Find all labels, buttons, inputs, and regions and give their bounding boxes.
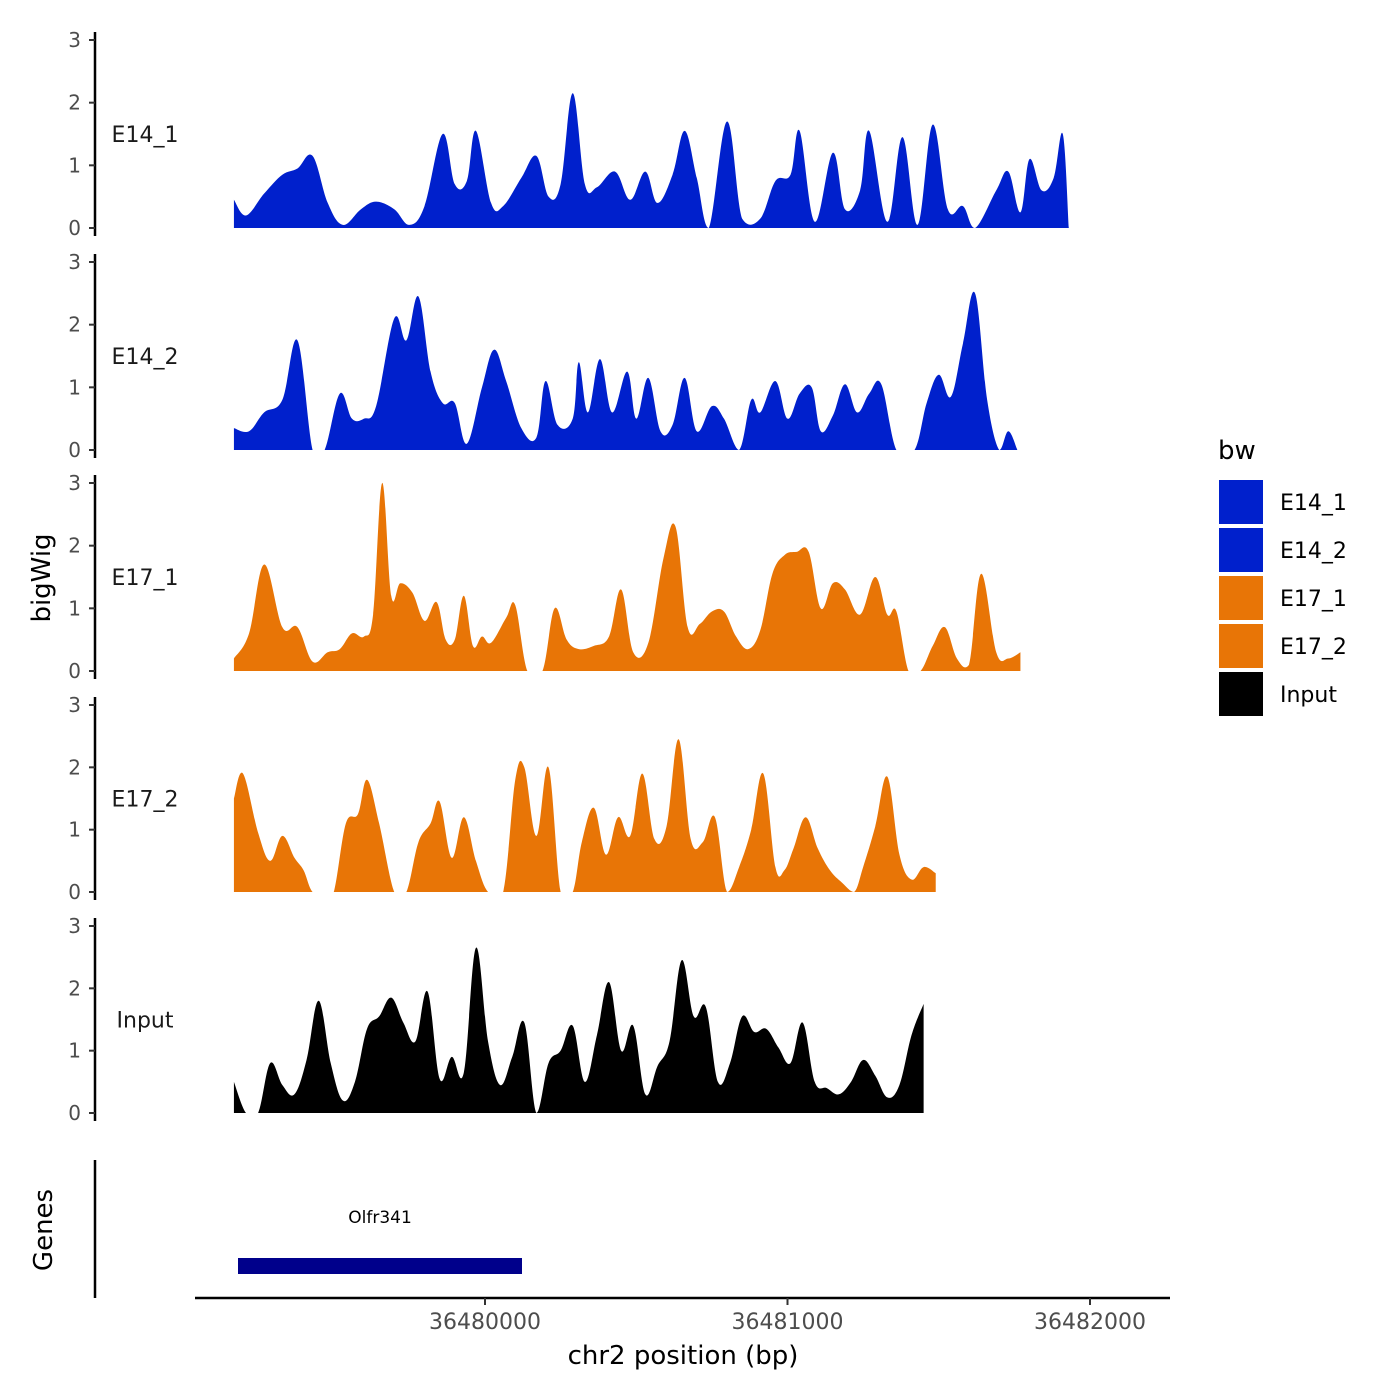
legend-label: Input <box>1280 683 1337 708</box>
signal-area <box>233 93 1069 229</box>
track-label: E17_1 <box>112 566 179 591</box>
y-tick-label: 3 <box>68 250 81 274</box>
gene-track-label: Genes <box>29 1189 59 1271</box>
track-input: 0 1 2 3 Input <box>68 914 924 1125</box>
x-axis: 36480000 36481000 36482000 <box>195 1296 1170 1335</box>
y-tick-label: 1 <box>68 818 81 842</box>
legend-label: E17_1 <box>1280 587 1347 612</box>
legend-swatch <box>1219 576 1263 620</box>
y-tick-label: 0 <box>68 216 81 240</box>
y-tick-label: 3 <box>68 471 81 495</box>
track-label: Input <box>117 1009 174 1034</box>
y-tick-label: 1 <box>68 153 81 177</box>
y-tick-label: 1 <box>68 596 81 620</box>
legend-label: E17_2 <box>1280 635 1347 660</box>
y-tick-label: 3 <box>68 28 81 52</box>
y-tick-label: 2 <box>68 91 81 115</box>
tracks: 0 1 2 3 E14_1 0 1 2 3 E14_2 0 1 2 3 E17_1 0 1 2 3 E17_2 0 1 2 3… <box>68 28 1069 1125</box>
y-tick-label: 1 <box>68 1039 81 1063</box>
signal-area <box>233 291 1018 450</box>
legend-swatch <box>1219 672 1263 716</box>
track-e17-2: 0 1 2 3 E17_2 <box>68 693 936 904</box>
x-tick-label: 36480000 <box>429 1310 541 1335</box>
y-tick-label: 0 <box>68 880 81 904</box>
signal-area <box>233 739 936 892</box>
legend-swatch <box>1219 480 1263 524</box>
gene-body <box>238 1258 522 1274</box>
y-tick-label: 0 <box>68 1101 81 1125</box>
legend-label: E14_2 <box>1280 539 1347 564</box>
x-axis-label: chr2 position (bp) <box>568 1341 799 1371</box>
y-tick-label: 3 <box>68 914 81 938</box>
gene-track: Genes Olfr341 <box>29 1160 522 1298</box>
y-tick-label: 1 <box>68 375 81 399</box>
legend-title: bw <box>1218 436 1256 466</box>
legend: bw E14_1 E14_2 E17_1 E17_2 Input <box>1218 436 1347 716</box>
signal-area <box>233 947 924 1113</box>
track-label: E17_2 <box>112 788 179 813</box>
legend-swatch <box>1219 528 1263 572</box>
track-label: E14_1 <box>112 123 179 148</box>
signal-area <box>233 482 1021 671</box>
x-tick-label: 36482000 <box>1034 1310 1146 1335</box>
x-tick-label: 36481000 <box>732 1310 844 1335</box>
y-tick-label: 3 <box>68 693 81 717</box>
y-tick-label: 2 <box>68 976 81 1000</box>
y-tick-label: 0 <box>68 659 81 683</box>
legend-swatch <box>1219 624 1263 668</box>
y-tick-label: 2 <box>68 755 81 779</box>
track-e17-1: 0 1 2 3 E17_1 <box>68 471 1021 683</box>
y-axis-label: bigWig <box>27 533 57 622</box>
y-tick-label: 0 <box>68 438 81 462</box>
track-e14-1: 0 1 2 3 E14_1 <box>68 28 1069 240</box>
track-e14-2: 0 1 2 3 E14_2 <box>68 250 1018 462</box>
legend-label: E14_1 <box>1280 491 1347 516</box>
track-label: E14_2 <box>112 345 179 370</box>
gene-name: Olfr341 <box>348 1208 412 1228</box>
y-tick-label: 2 <box>68 534 81 558</box>
y-tick-label: 2 <box>68 313 81 337</box>
